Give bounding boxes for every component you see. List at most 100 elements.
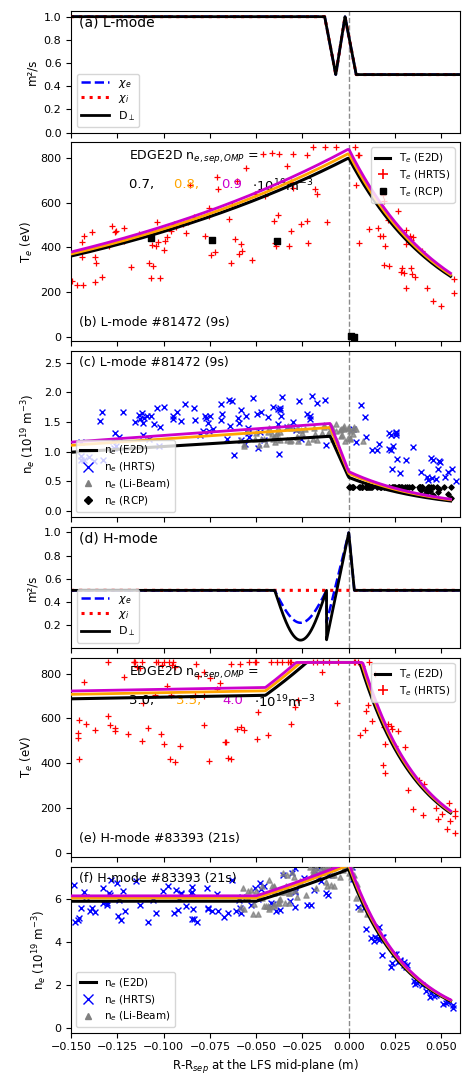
- Point: [346, 429, 354, 447]
- Point: [402, 279, 410, 297]
- Point: [137, 411, 144, 428]
- Point: [294, 691, 302, 709]
- Point: [394, 722, 402, 739]
- Point: [446, 812, 454, 829]
- Point: [260, 898, 268, 915]
- Point: [207, 247, 215, 264]
- Point: [327, 416, 335, 434]
- Point: [350, 653, 358, 671]
- Point: [385, 258, 392, 275]
- Point: [284, 417, 292, 435]
- Point: [104, 653, 112, 671]
- Point: [319, 425, 326, 442]
- Point: [90, 452, 98, 470]
- Point: [273, 427, 280, 445]
- Point: [246, 428, 253, 446]
- Point: [330, 877, 338, 895]
- Point: [356, 726, 364, 744]
- Point: [385, 440, 393, 458]
- Point: [270, 878, 278, 896]
- Point: [226, 210, 233, 227]
- Point: [252, 883, 260, 900]
- Point: [432, 471, 440, 488]
- Point: [75, 912, 82, 929]
- Point: [170, 653, 177, 671]
- Point: [356, 235, 363, 252]
- Point: [201, 227, 209, 245]
- Point: [321, 138, 328, 155]
- Point: [286, 433, 293, 450]
- Point: [214, 180, 222, 198]
- Point: [428, 478, 435, 496]
- Point: [287, 715, 295, 733]
- Point: [144, 720, 152, 737]
- Point: [115, 428, 123, 446]
- Point: [382, 764, 389, 782]
- Point: [200, 716, 207, 734]
- Point: [418, 976, 425, 994]
- Point: [253, 405, 261, 423]
- Text: 3.0,: 3.0,: [129, 694, 159, 707]
- Point: [268, 877, 276, 895]
- Text: (f) H-mode #83393 (21s): (f) H-mode #83393 (21s): [79, 872, 237, 885]
- Point: [368, 478, 375, 496]
- Point: [86, 902, 93, 920]
- Point: [319, 653, 327, 671]
- Point: [324, 887, 332, 904]
- Point: [252, 879, 259, 897]
- Point: [427, 450, 435, 467]
- Point: [244, 425, 252, 442]
- Point: [393, 450, 401, 467]
- Point: [275, 891, 283, 909]
- Point: [111, 439, 118, 457]
- Point: [112, 438, 119, 455]
- Point: [334, 694, 341, 711]
- Point: [148, 236, 155, 253]
- Point: [128, 259, 135, 276]
- Point: [355, 478, 363, 496]
- Point: [310, 882, 318, 899]
- Point: [68, 272, 76, 289]
- Point: [257, 880, 265, 898]
- Point: [77, 448, 85, 465]
- Point: [370, 933, 377, 950]
- Point: [251, 430, 259, 448]
- Point: [380, 478, 388, 496]
- Point: [352, 421, 360, 438]
- Point: [389, 460, 396, 477]
- Point: [245, 653, 253, 671]
- Point: [103, 895, 110, 912]
- Point: [188, 884, 195, 901]
- Point: [426, 988, 434, 1005]
- Legend: n$_e$ (E2D), n$_e$ (HRTS), n$_e$ (Li-Beam), n$_e$ (RCP): n$_e$ (E2D), n$_e$ (HRTS), n$_e$ (Li-Bea…: [76, 439, 175, 512]
- Point: [191, 412, 199, 429]
- Point: [312, 879, 319, 897]
- Point: [410, 236, 418, 253]
- Point: [224, 904, 231, 922]
- Point: [424, 467, 431, 485]
- Legend: $\chi_e$, $\chi_i$, D$_\perp$: $\chi_e$, $\chi_i$, D$_\perp$: [77, 74, 139, 127]
- Point: [270, 898, 278, 915]
- Point: [243, 889, 250, 907]
- Point: [380, 192, 388, 210]
- Point: [173, 880, 180, 898]
- Point: [200, 687, 207, 704]
- Point: [241, 436, 248, 453]
- Point: [451, 808, 458, 825]
- Point: [403, 957, 410, 974]
- Point: [385, 478, 392, 496]
- Point: [314, 185, 321, 202]
- Point: [325, 858, 333, 875]
- Point: [317, 860, 325, 877]
- Point: [158, 657, 166, 674]
- Point: [264, 423, 272, 440]
- Point: [242, 159, 249, 176]
- Point: [239, 879, 247, 897]
- Point: [289, 146, 297, 163]
- Point: [341, 858, 349, 875]
- Point: [124, 725, 132, 742]
- Point: [358, 478, 366, 496]
- Point: [341, 858, 348, 875]
- Point: [409, 800, 417, 817]
- Point: [320, 862, 328, 879]
